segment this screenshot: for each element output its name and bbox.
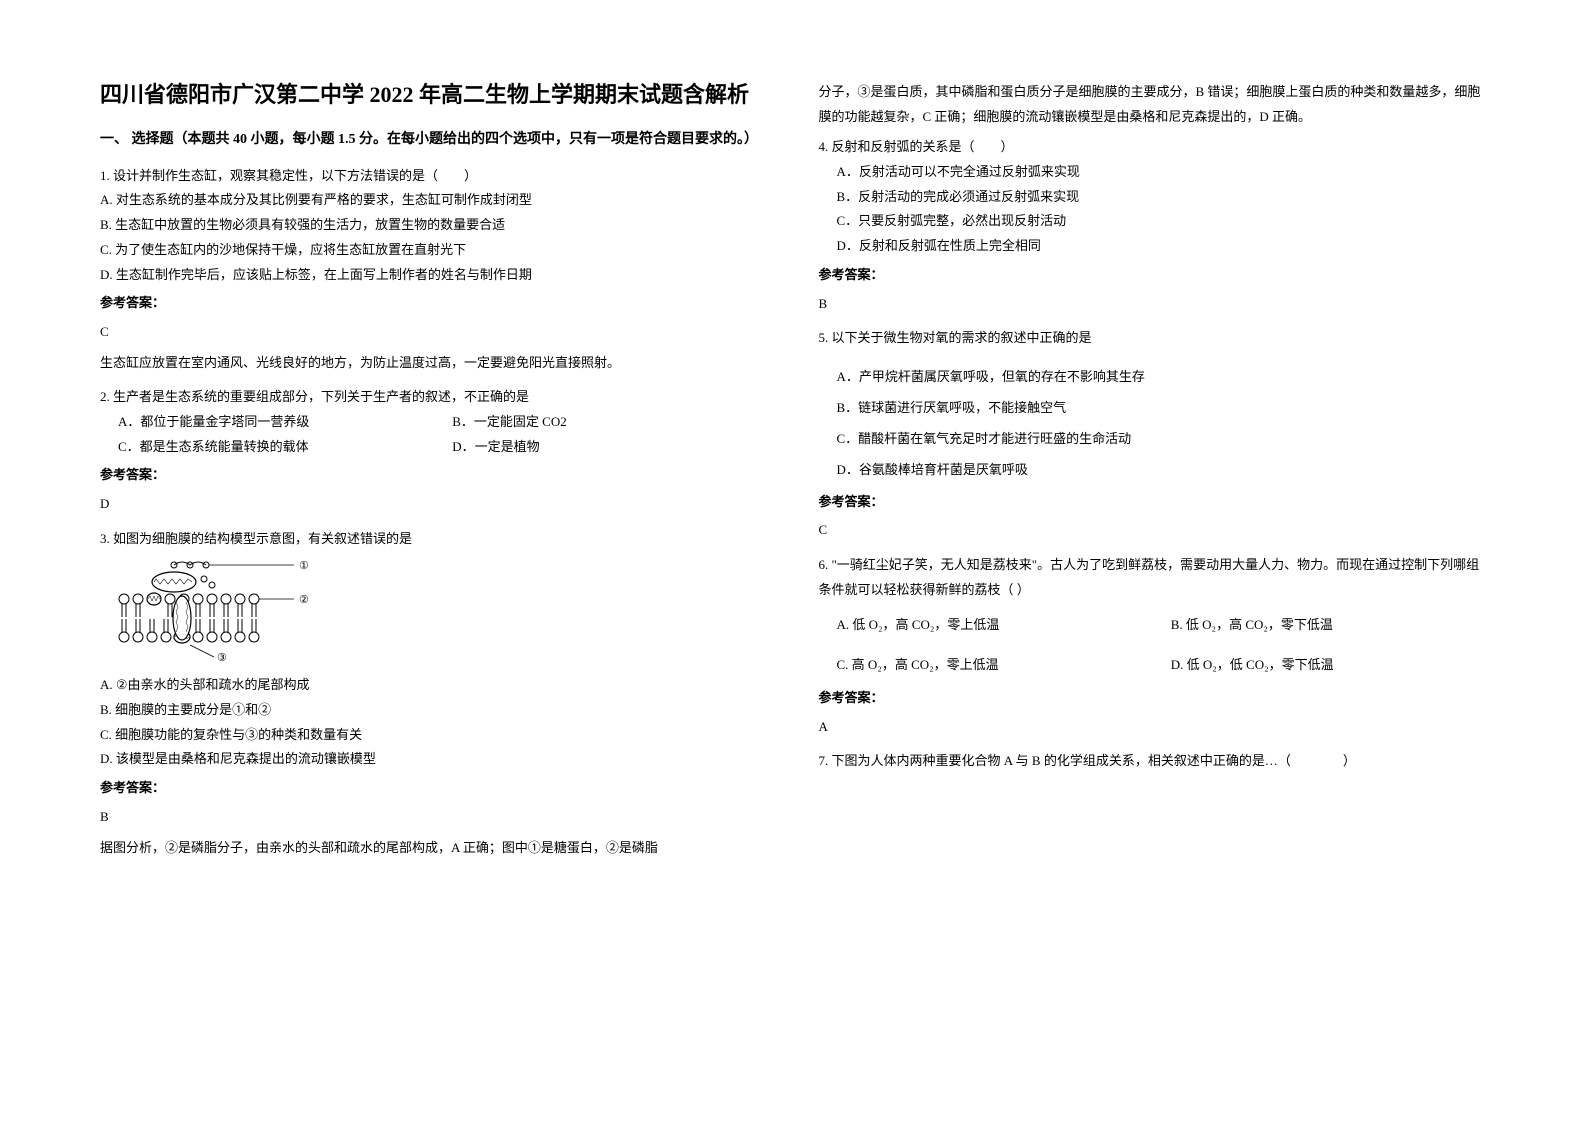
section-header: 一、 选择题（本题共 40 小题，每小题 1.5 分。在每小题给出的四个选项中，… [100, 129, 769, 150]
q4-option-b: B．反射活动的完成必须通过反射弧来实现 [819, 185, 1488, 210]
q3-explanation-part1: 据图分析，②是磷脂分子，由亲水的头部和疏水的尾部构成，A 正确；图中①是糖蛋白，… [100, 836, 769, 861]
q6-options-row2: C. 高 O₂，高 CO₂，零上低温 D. 低 O₂，低 CO₂，零下低温 [819, 648, 1488, 682]
q2-option-b: B．一定能固定 CO2 [434, 410, 768, 435]
page-container: 四川省德阳市广汉第二中学 2022 年高二生物上学期期末试题含解析 一、 选择题… [100, 80, 1487, 1082]
q3-option-d: D. 该模型是由桑格和尼克森提出的流动镶嵌模型 [100, 747, 769, 772]
q6-options-row1: A. 低 O₂，高 CO₂，零上低温 B. 低 O₂，高 CO₂，零下低温 [819, 608, 1488, 642]
q4-option-a: A．反射活动可以不完全通过反射弧来实现 [819, 160, 1488, 185]
q3-option-c: C. 细胞膜功能的复杂性与③的种类和数量有关 [100, 723, 769, 748]
q6-answer: A [819, 715, 1488, 740]
q2-options-row2: C．都是生态系统能量转换的载体 D．一定是植物 [100, 435, 769, 460]
question-4: 4. 反射和反射弧的关系是（ ） A．反射活动可以不完全通过反射弧来实现 B．反… [819, 135, 1488, 322]
q5-option-b: B．链球菌进行厌氧呼吸，不能接触空气 [819, 392, 1488, 423]
right-column: 分子，③是蛋白质，其中磷脂和蛋白质分子是细胞膜的主要成分，B 错误；细胞膜上蛋白… [819, 80, 1488, 1082]
diagram-label-2: ② [299, 594, 309, 606]
q6-text: 6. "一骑红尘妃子笑，无人知是荔枝来"。古人为了吃到鲜荔枝，需要动用大量人力、… [819, 553, 1488, 602]
q4-answer: B [819, 292, 1488, 317]
question-7: 7. 下图为人体内两种重要化合物 A 与 B 的化学组成关系，相关叙述中正确的是… [819, 749, 1488, 774]
q1-answer-label: 参考答案： [100, 291, 769, 316]
q5-options: A．产甲烷杆菌属厌氧呼吸，但氧的存在不影响其生存 B．链球菌进行厌氧呼吸，不能接… [819, 361, 1488, 486]
q3-option-b: B. 细胞膜的主要成分是①和② [100, 698, 769, 723]
q2-answer-label: 参考答案： [100, 463, 769, 488]
q5-answer-label: 参考答案： [819, 490, 1488, 515]
membrane-diagram: ① [114, 557, 769, 667]
q6-answer-label: 参考答案： [819, 686, 1488, 711]
q2-answer: D [100, 492, 769, 517]
question-3: 3. 如图为细胞膜的结构模型示意图，有关叙述错误的是 ① [100, 527, 769, 867]
q2-text: 2. 生产者是生态系统的重要组成部分，下列关于生产者的叙述，不正确的是 [100, 385, 769, 410]
diagram-label-3: ③ [217, 652, 227, 664]
q6-option-a: A. 低 O₂，高 CO₂，零上低温 [819, 608, 1153, 642]
q1-option-d: D. 生态缸制作完毕后，应该贴上标签，在上面写上制作者的姓名与制作日期 [100, 263, 769, 288]
q5-text: 5. 以下关于微生物对氧的需求的叙述中正确的是 [819, 326, 1488, 351]
q4-option-c: C．只要反射弧完整，必然出现反射活动 [819, 209, 1488, 234]
diagram-label-1: ① [299, 560, 309, 572]
question-5: 5. 以下关于微生物对氧的需求的叙述中正确的是 A．产甲烷杆菌属厌氧呼吸，但氧的… [819, 326, 1488, 549]
q1-text: 1. 设计并制作生态缸，观察其稳定性，以下方法错误的是（ ） [100, 164, 769, 189]
q6-option-c: C. 高 O₂，高 CO₂，零上低温 [819, 648, 1153, 682]
q1-option-a: A. 对生态系统的基本成分及其比例要有严格的要求，生态缸可制作成封闭型 [100, 188, 769, 213]
q3-answer-label: 参考答案： [100, 776, 769, 801]
question-6: 6. "一骑红尘妃子笑，无人知是荔枝来"。古人为了吃到鲜荔枝，需要动用大量人力、… [819, 553, 1488, 745]
q3-explanation-part2: 分子，③是蛋白质，其中磷脂和蛋白质分子是细胞膜的主要成分，B 错误；细胞膜上蛋白… [819, 80, 1488, 129]
q7-text: 7. 下图为人体内两种重要化合物 A 与 B 的化学组成关系，相关叙述中正确的是… [819, 749, 1488, 774]
document-title: 四川省德阳市广汉第二中学 2022 年高二生物上学期期末试题含解析 [100, 80, 769, 111]
q5-option-a: A．产甲烷杆菌属厌氧呼吸，但氧的存在不影响其生存 [819, 361, 1488, 392]
left-column: 四川省德阳市广汉第二中学 2022 年高二生物上学期期末试题含解析 一、 选择题… [100, 80, 769, 1082]
q5-option-c: C．醋酸杆菌在氧气充足时才能进行旺盛的生命活动 [819, 423, 1488, 454]
q1-explanation: 生态缸应放置在室内通风、光线良好的地方，为防止温度过高，一定要避免阳光直接照射。 [100, 351, 769, 376]
q3-answer: B [100, 805, 769, 830]
q3-option-a: A. ②由亲水的头部和疏水的尾部构成 [100, 673, 769, 698]
q2-options-row1: A．都位于能量金字塔同一营养级 B．一定能固定 CO2 [100, 410, 769, 435]
q4-text: 4. 反射和反射弧的关系是（ ） [819, 135, 1488, 160]
question-1: 1. 设计并制作生态缸，观察其稳定性，以下方法错误的是（ ） A. 对生态系统的… [100, 164, 769, 382]
question-2: 2. 生产者是生态系统的重要组成部分，下列关于生产者的叙述，不正确的是 A．都位… [100, 385, 769, 522]
q1-option-b: B. 生态缸中放置的生物必须具有较强的生活力，放置生物的数量要合适 [100, 213, 769, 238]
q2-option-c: C．都是生态系统能量转换的载体 [100, 435, 434, 460]
q5-answer: C [819, 518, 1488, 543]
q3-text: 3. 如图为细胞膜的结构模型示意图，有关叙述错误的是 [100, 527, 769, 552]
q2-option-a: A．都位于能量金字塔同一营养级 [100, 410, 434, 435]
q1-option-c: C. 为了使生态缸内的沙地保持干燥，应将生态缸放置在直射光下 [100, 238, 769, 263]
q4-answer-label: 参考答案： [819, 263, 1488, 288]
q1-answer: C [100, 320, 769, 345]
q6-option-b: B. 低 O₂，高 CO₂，零下低温 [1153, 608, 1487, 642]
q6-option-d: D. 低 O₂，低 CO₂，零下低温 [1153, 648, 1487, 682]
q2-option-d: D．一定是植物 [434, 435, 768, 460]
q5-option-d: D．谷氨酸棒培育杆菌是厌氧呼吸 [819, 454, 1488, 485]
q4-option-d: D．反射和反射弧在性质上完全相同 [819, 234, 1488, 259]
